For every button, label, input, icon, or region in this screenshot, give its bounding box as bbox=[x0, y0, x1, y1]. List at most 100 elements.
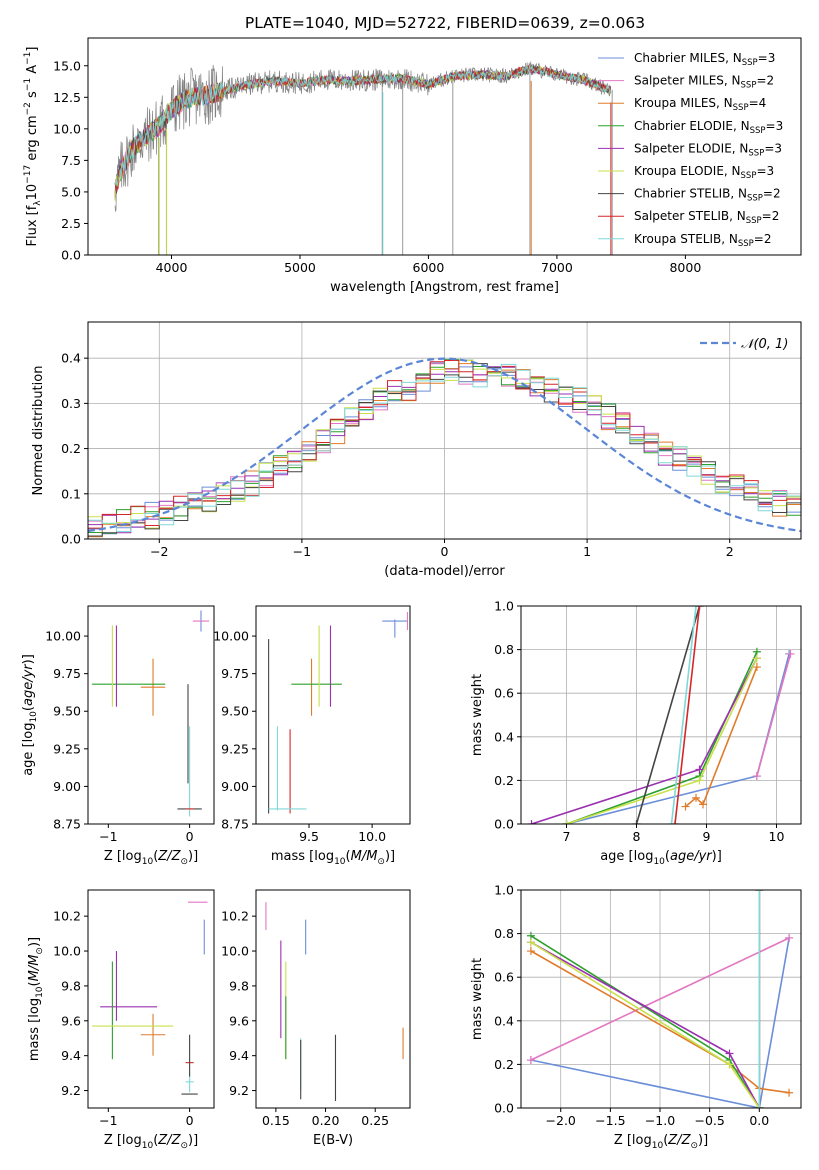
y-tick-label: 10.2 bbox=[53, 909, 81, 924]
x-tick-label: −1 bbox=[99, 1113, 117, 1128]
plus-marker bbox=[725, 1060, 734, 1069]
plus-marker bbox=[785, 933, 794, 942]
y-tick-label: 0.0 bbox=[494, 817, 514, 832]
weight-line-chabrier-miles bbox=[530, 937, 790, 1108]
y-tick-label: 9.6 bbox=[229, 1013, 249, 1028]
normal-distribution-curve bbox=[88, 357, 801, 533]
y-tick-label: 9.6 bbox=[61, 1013, 81, 1028]
y-tick-label: 0.3 bbox=[61, 396, 81, 411]
plus-marker bbox=[526, 947, 535, 956]
x-tick-label: 8000 bbox=[669, 260, 701, 275]
y-tick-label: 8.75 bbox=[221, 817, 249, 832]
weight-line-chabrier-stelib bbox=[635, 606, 701, 824]
x-tick-label: 0 bbox=[441, 544, 449, 559]
x-tick-label: 8 bbox=[633, 829, 641, 844]
y-tick-label: 10.0 bbox=[53, 121, 81, 136]
x-tick-label: 0 bbox=[186, 1113, 194, 1128]
y-axis-label: mass [log10​(M/M⊙​)] bbox=[27, 937, 45, 1061]
legend-entry: 𝒩(0, 1) bbox=[741, 337, 788, 352]
x-tick-label: −1 bbox=[293, 544, 311, 559]
y-tick-label: 10.00 bbox=[213, 629, 249, 644]
weight-line-salpeter-miles bbox=[756, 653, 792, 777]
axes-frame bbox=[255, 605, 411, 825]
x-tick-label: −2 bbox=[150, 544, 168, 559]
x-tick-label: −1.0 bbox=[645, 1113, 675, 1128]
x-tick-label: 5000 bbox=[284, 260, 316, 275]
plus-marker bbox=[527, 820, 536, 824]
plus-marker bbox=[526, 938, 535, 947]
plus-marker bbox=[755, 1104, 764, 1108]
x-tick-label: 10 bbox=[769, 829, 785, 844]
x-tick-label: 1 bbox=[583, 544, 591, 559]
x-tick-label: 0 bbox=[186, 829, 194, 844]
x-tick-label: 6000 bbox=[413, 260, 445, 275]
y-tick-label: 9.4 bbox=[229, 1048, 249, 1063]
y-tick-label: 7.5 bbox=[61, 153, 81, 168]
x-tick-label: 0.20 bbox=[312, 1113, 340, 1128]
y-tick-label: 9.00 bbox=[53, 779, 81, 794]
x-axis-label: Z [log10​(Z/Z⊙​)] bbox=[104, 849, 198, 867]
y-tick-label: 0.4 bbox=[61, 351, 81, 366]
x-tick-label: −1.5 bbox=[595, 1113, 625, 1128]
y-tick-label: 9.4 bbox=[61, 1048, 81, 1063]
y-tick-label: 10.2 bbox=[221, 909, 249, 924]
plus-marker bbox=[725, 1049, 734, 1058]
legend-entry: Chabrier ELODIE, NSSP=3 bbox=[634, 119, 783, 136]
weight-line-salpeter-miles bbox=[530, 937, 790, 1061]
plus-marker bbox=[695, 776, 704, 785]
axes-frame bbox=[520, 605, 802, 825]
legend-entry: Salpeter MILES, NSSP=2 bbox=[634, 74, 774, 91]
y-tick-label: 0.0 bbox=[494, 1101, 514, 1116]
x-tick-label: 0.25 bbox=[361, 1113, 389, 1128]
ebv-vs-mass-panel: 0.15 0.20 0.25 9.2 9.4 9.6 9.8 10.0 10.2 E(B-V) bbox=[221, 889, 411, 1148]
plus-marker bbox=[699, 800, 707, 809]
x-tick-label: 9 bbox=[703, 829, 711, 844]
plus-marker bbox=[752, 654, 761, 663]
y-tick-label: 0.6 bbox=[494, 970, 514, 985]
weight-line-kroupa-miles bbox=[530, 950, 790, 1094]
x-axis-label: mass [log10​(M/M⊙​)] bbox=[271, 849, 395, 867]
plus-marker bbox=[692, 606, 700, 610]
plus-marker bbox=[671, 820, 679, 824]
weight-line-kroupa-elodie bbox=[530, 941, 760, 1108]
y-axis-label: Normed distribution bbox=[31, 366, 46, 496]
metallicity-vs-weight-panel: −2.0 −1.5 −1.0 −0.5 0.0 0.0 0.2 0.4 0.6 0.8 1.0 Z [… bbox=[470, 883, 802, 1151]
y-tick-label: 9.75 bbox=[53, 666, 81, 681]
plot-area bbox=[527, 606, 795, 824]
y-tick-label: 0.2 bbox=[494, 773, 514, 788]
plot-area bbox=[114, 61, 613, 255]
axes-frame bbox=[87, 889, 215, 1109]
histogram-kroupa-stelib bbox=[88, 363, 801, 532]
y-tick-label: 0.2 bbox=[61, 441, 81, 456]
y-tick-label: 12.5 bbox=[53, 90, 81, 105]
y-tick-label: 9.25 bbox=[53, 741, 81, 756]
plus-marker bbox=[667, 820, 676, 824]
y-tick-label: 9.2 bbox=[229, 1083, 249, 1098]
weight-line-kroupa-stelib bbox=[670, 606, 697, 824]
plus-marker bbox=[681, 802, 690, 811]
plus-marker bbox=[752, 772, 761, 781]
y-tick-label: 0.2 bbox=[494, 1057, 514, 1072]
plus-marker bbox=[692, 793, 700, 802]
plus-marker bbox=[526, 1056, 535, 1065]
metallicity-vs-age-panel: −1 0 8.75 9.00 9.25 9.50 9.75 10.00 Z [log10​(Z/… bbox=[21, 605, 215, 867]
y-tick-label: 9.2 bbox=[61, 1083, 81, 1098]
y-tick-label: 10.0 bbox=[53, 944, 81, 959]
y-axis-label: Flux [fλ10−17​ erg cm−2​ s−1​ A−1​] bbox=[23, 47, 43, 247]
residual-histogram-panel: −2 −1 0 1 2 0.0 0.1 0.2 0.3 0.4 (data-model)/error… bbox=[31, 321, 802, 579]
legend-entry: Chabrier STELIB, NSSP=2 bbox=[634, 187, 781, 204]
y-tick-label: 0.6 bbox=[494, 686, 514, 701]
y-tick-label: 0.8 bbox=[494, 926, 514, 941]
x-axis-label: Z [log10​(Z/Z⊙​)] bbox=[614, 1133, 708, 1151]
mass-vs-age-panel: 9.5 10.0 8.75 9.00 9.25 9.50 9.75 10.00 mass [lo… bbox=[213, 605, 411, 867]
y-tick-label: 9.75 bbox=[221, 666, 249, 681]
x-axis-label: E(B-V) bbox=[313, 1133, 353, 1148]
x-tick-label: 2 bbox=[726, 544, 734, 559]
weight-line-kroupa-miles bbox=[684, 666, 758, 808]
legend-entry: Kroupa MILES, NSSP=4 bbox=[634, 96, 766, 113]
y-tick-label: 9.25 bbox=[221, 741, 249, 756]
x-tick-label: 9.5 bbox=[299, 829, 319, 844]
y-tick-label: 8.75 bbox=[53, 817, 81, 832]
model-line-kroupa-stelib bbox=[114, 64, 611, 187]
